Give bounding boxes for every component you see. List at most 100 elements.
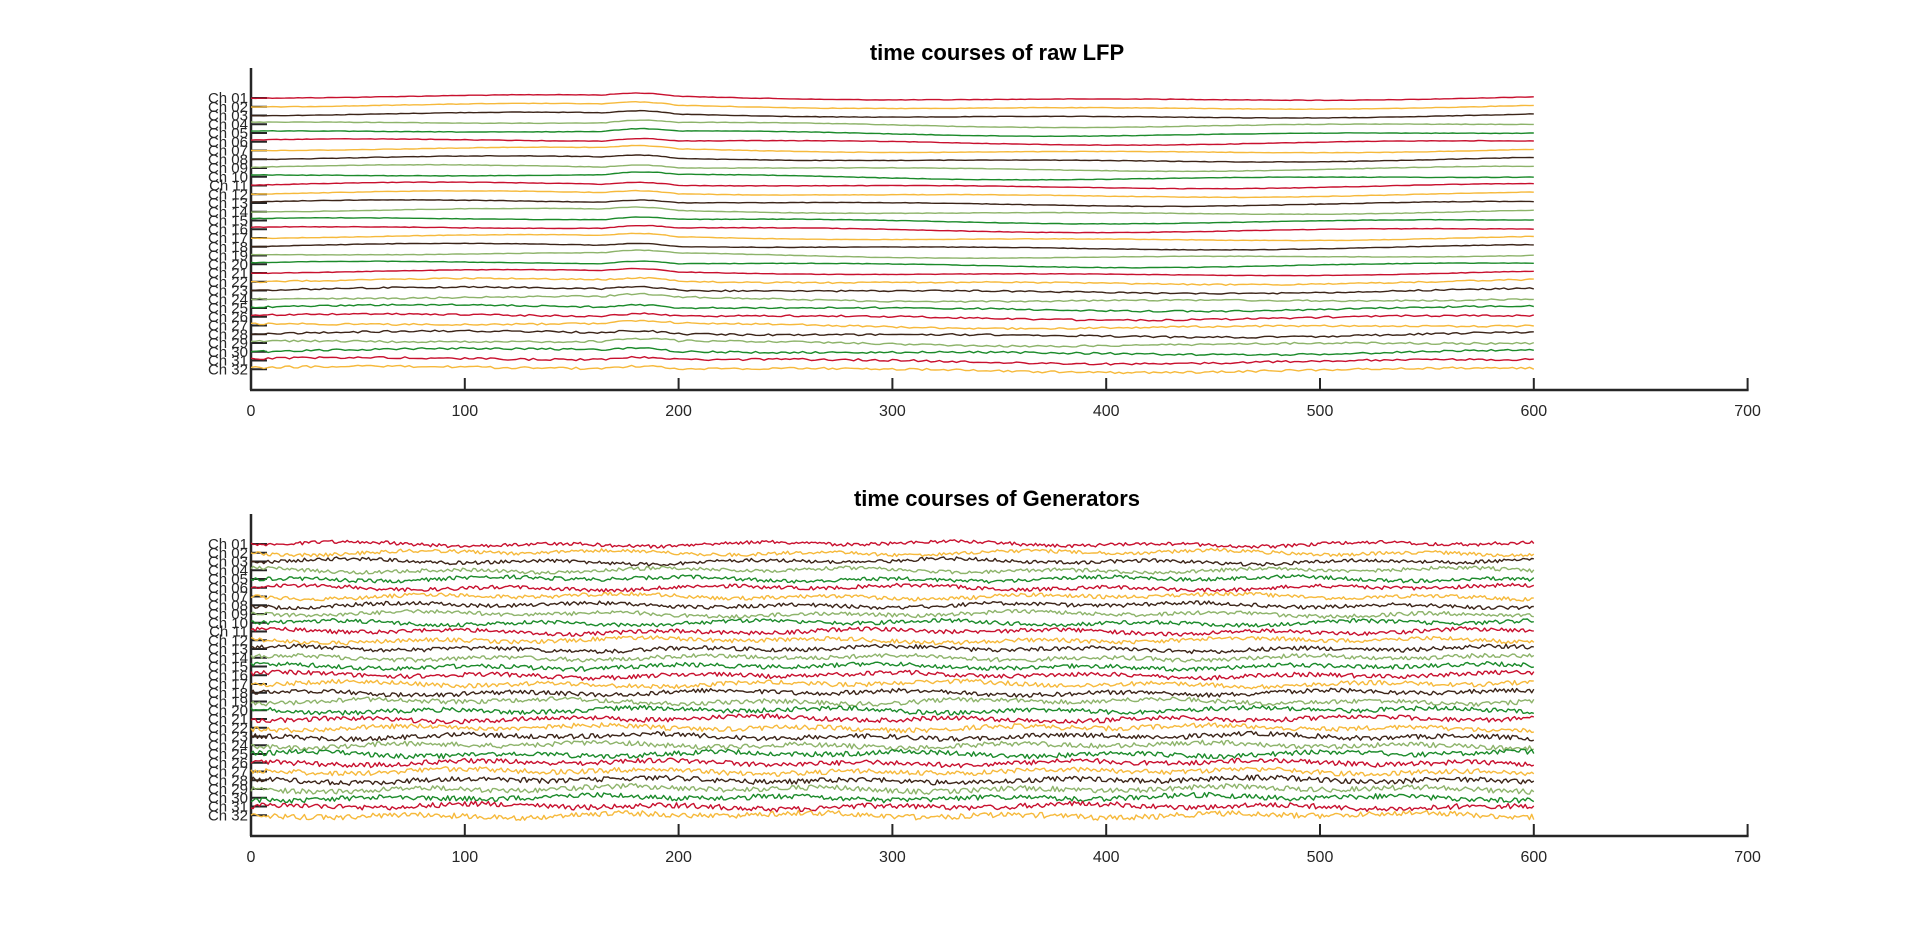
channel-label: Ch 14 <box>208 650 248 667</box>
series-line <box>250 137 1534 147</box>
channel-label: Ch 21 <box>208 711 248 728</box>
series-line <box>250 100 1534 111</box>
channel-label: Ch 02 <box>208 545 248 562</box>
x-tick-label: 100 <box>451 403 478 420</box>
series-line <box>250 800 1535 813</box>
channel-label: Ch 31 <box>208 799 248 816</box>
channel-label: Ch 28 <box>208 772 248 789</box>
series-line <box>250 591 1534 602</box>
channel-label: Ch 16 <box>208 221 248 238</box>
series-line <box>250 722 1534 734</box>
series-line <box>250 565 1535 575</box>
series-line <box>250 249 1534 259</box>
channel-label: Ch 13 <box>208 641 248 658</box>
series-line <box>250 232 1534 242</box>
channel-label: Ch 24 <box>208 737 248 754</box>
channel-label: Ch 04 <box>208 116 248 133</box>
series-line <box>250 608 1534 620</box>
chart-title: time courses of raw LFP <box>870 40 1124 65</box>
series-line <box>250 704 1535 716</box>
channel-label: Ch 09 <box>208 160 248 177</box>
channel-label: Ch 02 <box>208 99 248 116</box>
x-tick-label: 0 <box>247 403 256 420</box>
channel-label: Ch 17 <box>208 230 248 247</box>
x-tick-label: 0 <box>247 849 256 866</box>
channel-label: Ch 18 <box>208 685 248 702</box>
panel-raw-lfp: time courses of raw LFP 0 100 200 300 400 500… <box>208 40 1761 420</box>
channel-label: Ch 10 <box>208 615 248 632</box>
channel-label: Ch 03 <box>208 554 248 571</box>
series-line <box>250 119 1534 129</box>
channel-label: Ch 25 <box>208 300 248 317</box>
channel-label: Ch 07 <box>208 589 248 606</box>
series-line <box>250 600 1534 611</box>
series-line <box>250 92 1534 102</box>
series-line <box>251 109 1534 119</box>
series-line <box>250 635 1535 646</box>
channel-label: Ch 23 <box>208 283 248 300</box>
channel-label: Ch 08 <box>208 151 248 168</box>
series-line <box>250 329 1534 339</box>
channel-label: Ch 32 <box>208 361 248 378</box>
series-line <box>250 364 1535 375</box>
series-line <box>250 757 1535 769</box>
channel-label: Ch 27 <box>208 764 248 781</box>
channel-label: Ch 05 <box>208 571 248 588</box>
channel-label: Ch 20 <box>208 702 248 719</box>
series-line <box>250 696 1535 707</box>
x-tick-label: 700 <box>1734 403 1761 420</box>
x-tick-label: 400 <box>1093 403 1120 420</box>
channel-label: Ch 28 <box>208 326 248 343</box>
series-line <box>250 791 1535 804</box>
channel-label: Ch 29 <box>208 335 248 352</box>
channel-label: Ch 26 <box>208 755 248 772</box>
series-line <box>250 337 1535 348</box>
channel-label: Ch 01 <box>208 536 248 553</box>
channel-label: Ch 16 <box>208 667 248 684</box>
panel-generators: time courses of Generators 0 100 200 300 400… <box>208 486 1761 866</box>
channel-label: Ch 06 <box>208 580 248 597</box>
channel-label: Ch 10 <box>208 169 248 186</box>
series-line <box>250 154 1534 163</box>
x-tick-label: 100 <box>451 849 478 866</box>
channel-label: Ch 04 <box>208 562 248 579</box>
series-line <box>250 189 1534 199</box>
channel-label: Ch 30 <box>208 344 248 361</box>
series-line <box>251 267 1534 277</box>
channel-label: Ch 18 <box>208 239 248 256</box>
series-line <box>250 809 1535 821</box>
series-line <box>250 556 1534 567</box>
series-line <box>250 292 1534 303</box>
x-tick-label: 300 <box>879 849 906 866</box>
series-line <box>250 355 1534 366</box>
series-line <box>250 260 1534 269</box>
series-line <box>250 276 1534 286</box>
series-line <box>250 206 1534 216</box>
channel-label: Ch 15 <box>208 213 248 230</box>
channel-label: Ch 23 <box>208 729 248 746</box>
series-line <box>250 319 1534 331</box>
series-line <box>251 242 1534 251</box>
x-tick-label: 600 <box>1520 403 1547 420</box>
channel-label: Ch 08 <box>208 597 248 614</box>
series-line <box>250 144 1534 154</box>
x-tick-label: 700 <box>1734 849 1761 866</box>
series-line <box>250 774 1535 786</box>
channel-label: Ch 20 <box>208 256 248 273</box>
channel-label: Ch 26 <box>208 309 248 326</box>
series-line <box>250 783 1535 795</box>
channel-label: Ch 19 <box>208 694 248 711</box>
series-line <box>250 748 1535 760</box>
channel-label: Ch 24 <box>208 291 248 308</box>
channel-label: Ch 21 <box>208 265 248 282</box>
series-line <box>250 574 1535 584</box>
x-tick-label: 400 <box>1093 849 1120 866</box>
x-tick-label: 300 <box>879 403 906 420</box>
series-line <box>251 127 1534 138</box>
x-tick-label: 600 <box>1520 849 1547 866</box>
series-line <box>250 312 1535 322</box>
series-line <box>251 171 1534 181</box>
channel-label: Ch 03 <box>208 108 248 125</box>
